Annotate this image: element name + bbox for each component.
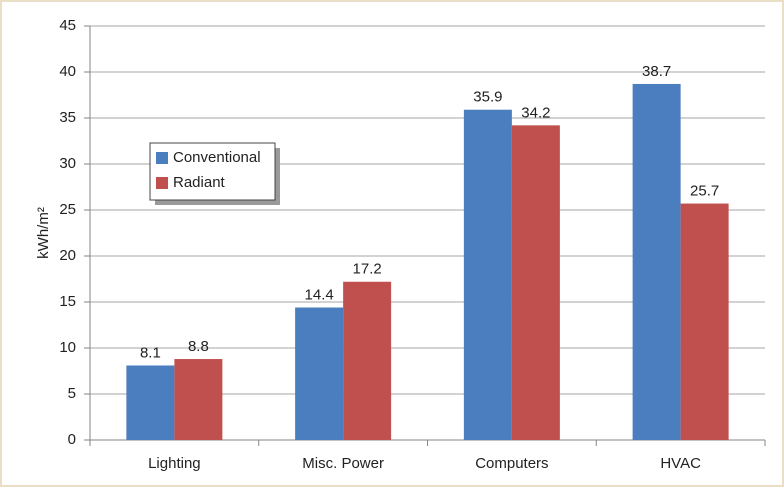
bar — [463, 109, 512, 440]
value-label: 17.2 — [353, 261, 382, 278]
y-tick-label: 15 — [59, 293, 76, 310]
y-tick-label: 5 — [68, 385, 76, 402]
y-tick-label: 10 — [59, 339, 76, 356]
value-label: 38.7 — [642, 63, 671, 80]
value-label: 8.1 — [140, 344, 161, 361]
y-tick-label: 25 — [59, 201, 76, 218]
bar — [295, 307, 344, 440]
y-tick-label: 0 — [68, 431, 76, 448]
bar — [680, 203, 729, 440]
x-tick-label: Computers — [475, 455, 548, 472]
x-tick-label: Misc. Power — [302, 455, 384, 472]
y-axis-label: kWh/m² — [35, 207, 52, 259]
value-label: 34.2 — [521, 104, 550, 121]
legend — [149, 142, 276, 201]
bar — [632, 83, 681, 441]
value-label: 25.7 — [690, 183, 719, 200]
bar — [126, 365, 175, 440]
legend-swatch — [156, 177, 168, 189]
value-label: 14.4 — [305, 286, 334, 303]
x-tick-label: HVAC — [660, 455, 701, 472]
legend-label: Radiant — [173, 174, 226, 191]
y-tick-label: 20 — [59, 247, 76, 264]
value-label: 35.9 — [473, 89, 502, 106]
bar — [511, 125, 560, 441]
legend-swatch — [156, 152, 168, 164]
legend-label: Conventional — [173, 149, 261, 166]
bar — [343, 281, 392, 440]
y-tick-label: 35 — [59, 109, 76, 126]
value-label: 8.8 — [188, 338, 209, 355]
y-tick-label: 30 — [59, 155, 76, 172]
x-tick-label: Lighting — [148, 455, 201, 472]
bar — [174, 359, 223, 440]
y-tick-label: 45 — [59, 17, 76, 34]
y-tick-label: 40 — [59, 63, 76, 80]
